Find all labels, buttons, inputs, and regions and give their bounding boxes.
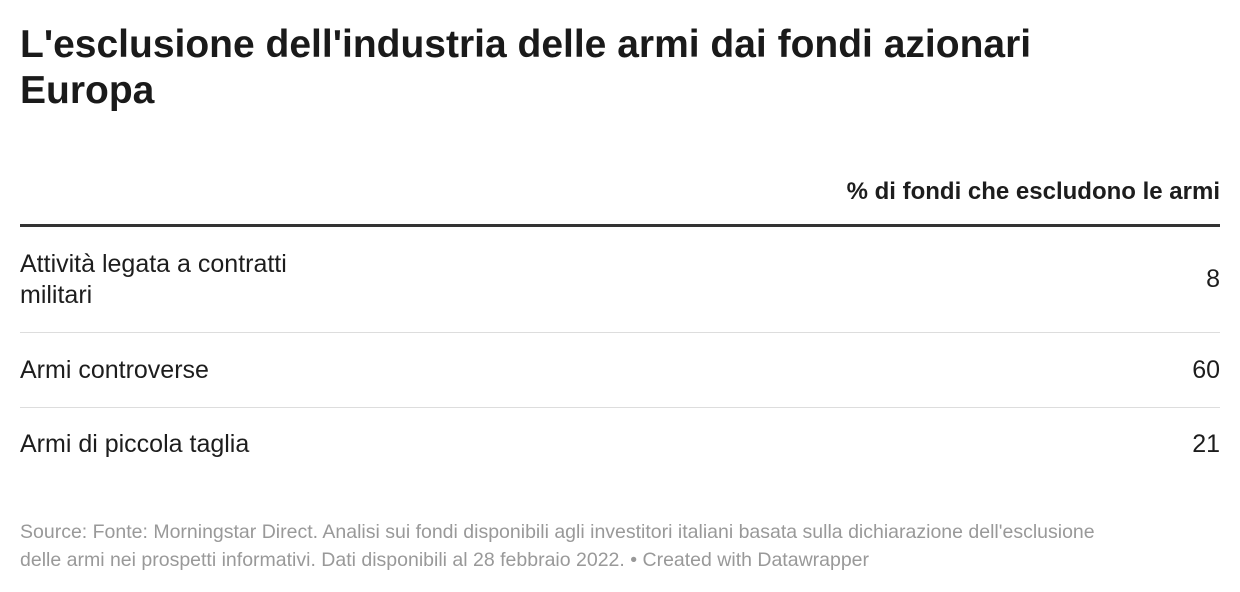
source: Source: Fonte: Morningstar Direct. Anali… xyxy=(20,521,1095,571)
footer: Source: Fonte: Morningstar Direct. Anali… xyxy=(20,518,1130,574)
title: L'esclusione dell'industria delle armi d… xyxy=(20,23,1032,112)
row-value: 21 xyxy=(1192,430,1220,458)
row-label: Attività legata a contratti militari xyxy=(20,249,287,309)
row-value: 8 xyxy=(1206,265,1220,293)
credit: • Created with Datawrapper xyxy=(630,549,870,571)
column-header: % di fondi che escludono le armi xyxy=(846,178,1220,205)
table-row: Attività legata a contratti militari 8 xyxy=(20,227,1220,333)
row-value: 60 xyxy=(1192,355,1220,384)
table-body: Attività legata a contratti militari 8 Arm… xyxy=(20,227,1220,481)
table-row: Armi di piccola taglia 21 xyxy=(20,408,1220,481)
row-label: Armi di piccola taglia xyxy=(20,430,250,458)
table-row: Armi controverse 60 xyxy=(20,333,1220,408)
table: % di fondi che escludono le armi Attivit… xyxy=(20,170,1220,481)
row-label: Armi controverse xyxy=(20,355,209,384)
table-header: % di fondi che escludono le armi xyxy=(20,170,1220,227)
